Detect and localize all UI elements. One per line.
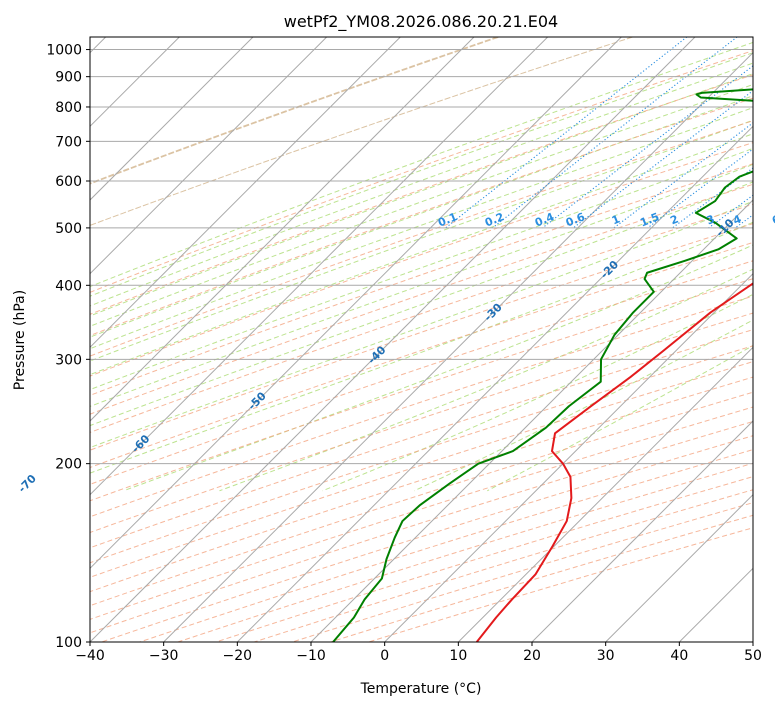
isotherm — [90, 37, 254, 201]
mixing-ratio-label: 6 — [770, 212, 775, 227]
y-tick-label: 1000 — [46, 43, 82, 59]
isotherm — [90, 37, 328, 275]
dry-adiabat — [90, 295, 753, 518]
x-tick-label: 20 — [523, 648, 541, 664]
dry-adiabat — [90, 278, 753, 502]
moist-adiabat — [90, 41, 753, 288]
y-tick-label: 100 — [55, 635, 82, 651]
moist-adiabat — [90, 147, 753, 391]
x-tick-label: −40 — [75, 648, 105, 664]
y-tick-label: 700 — [55, 134, 82, 150]
dry-adiabat — [90, 223, 753, 451]
lcl-curve — [90, 37, 499, 185]
moist-adiabat — [90, 200, 753, 449]
chart-title: wetPf2_YM08.2026.086.20.21.E04 — [284, 12, 558, 32]
y-tick-label: 600 — [55, 174, 82, 190]
moist-adiabat — [90, 221, 753, 474]
dry-adiabat — [90, 361, 753, 578]
y-tick-label: 400 — [55, 278, 82, 294]
dry-adiabat — [90, 241, 753, 469]
x-tick-label: 0 — [380, 648, 389, 664]
moist-adiabat — [123, 244, 753, 492]
axis-ticks: −40 −30 −20 −10 0 10 20 30 40 50 1000 900 800 700 600 5… — [46, 43, 762, 664]
moist-adiabat — [90, 107, 753, 350]
lcl-curve — [90, 37, 633, 226]
mixing-ratio-label: 1 — [610, 212, 622, 227]
isotherm — [605, 493, 753, 642]
isotherm — [310, 199, 753, 642]
isotherm — [90, 37, 696, 642]
moist-adiabat — [90, 133, 753, 376]
moist-adiabat — [90, 62, 753, 307]
x-tick-label: −30 — [149, 648, 179, 664]
mixing-ratio-line — [445, 37, 688, 229]
dry-adiabat — [90, 142, 753, 377]
dry-adiabat — [90, 97, 753, 337]
mixing-ratio-label: 2 — [668, 212, 680, 227]
mixing-ratio-line — [672, 167, 753, 229]
isotherm — [90, 37, 401, 349]
isotherm — [384, 272, 753, 642]
isotherm — [531, 420, 753, 642]
y-tick-label: 200 — [55, 457, 82, 473]
dry-adiabat — [90, 345, 753, 564]
dry-adiabat — [90, 312, 753, 534]
y-axis-label: Pressure (hPa) — [12, 290, 28, 390]
isotherm — [90, 37, 475, 422]
dry-adiabat — [90, 50, 753, 293]
y-tick-label: 300 — [55, 352, 82, 368]
profile-lines — [332, 88, 753, 642]
isotherm — [457, 346, 753, 642]
moist-adiabat — [90, 163, 753, 407]
dry-adiabat — [90, 163, 753, 396]
x-axis-label: Temperature (°C) — [360, 681, 482, 697]
x-tick-label: 30 — [597, 648, 615, 664]
dry-adiabat — [90, 376, 753, 593]
mixing-ratio-line — [613, 122, 753, 229]
isotherm — [236, 125, 753, 642]
background-lines — [90, 37, 753, 642]
moist-adiabat — [90, 73, 753, 317]
dry-adiabat — [90, 329, 753, 549]
mixing-ratio-line — [572, 90, 753, 229]
x-tick-label: 50 — [744, 648, 762, 664]
moist-adiabat — [322, 293, 753, 492]
x-tick-label: −20 — [223, 648, 253, 664]
dewpoint-line — [332, 88, 753, 642]
temperature-line — [475, 282, 753, 642]
y-tick-label: 900 — [55, 70, 82, 86]
isotherm — [90, 37, 622, 570]
moist-adiabat — [219, 268, 753, 492]
isotherm — [90, 37, 549, 496]
dry-adiabat — [90, 391, 753, 607]
x-tick-label: −10 — [296, 648, 326, 664]
x-tick-label: 10 — [449, 648, 467, 664]
mixing-ratio-label: 3 — [705, 212, 717, 227]
x-tick-label: 40 — [670, 648, 688, 664]
y-tick-label: 500 — [55, 221, 82, 237]
mixing-ratio-line — [542, 65, 753, 229]
isotherm — [163, 51, 753, 642]
plot-frame — [89, 36, 754, 643]
y-tick-label: 800 — [55, 100, 82, 116]
moist-adiabat — [90, 95, 753, 338]
mixing-ratio-line — [492, 37, 738, 229]
